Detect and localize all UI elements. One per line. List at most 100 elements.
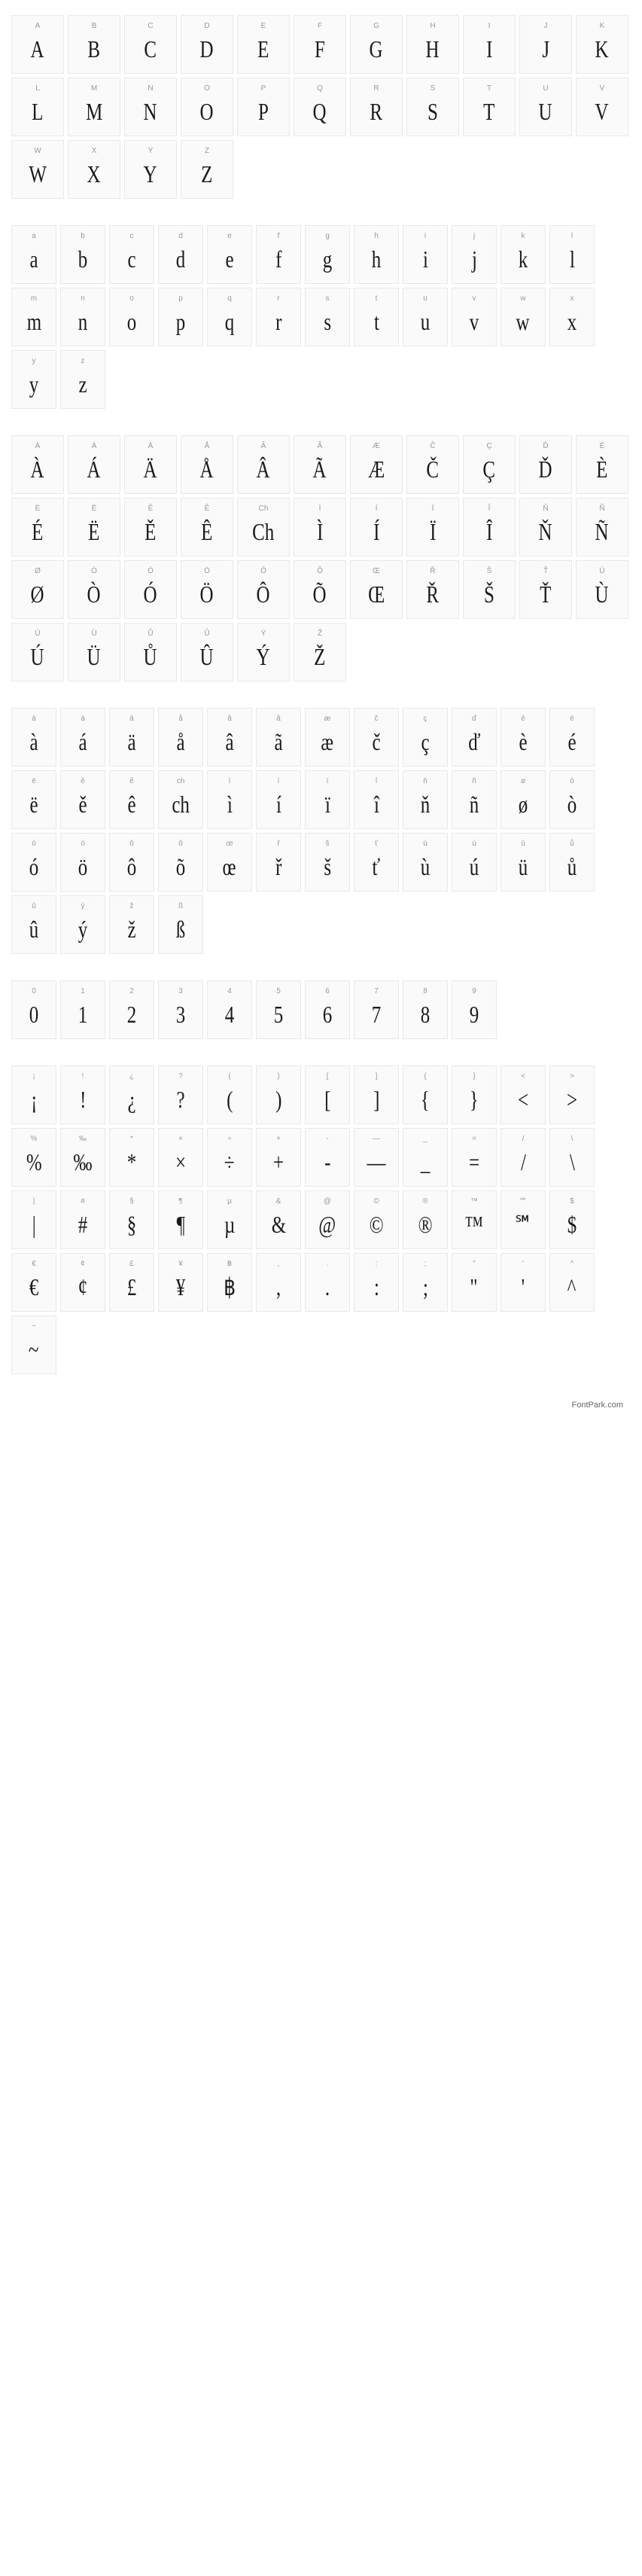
glyph-cell[interactable]: .. [305,1253,350,1312]
glyph-cell[interactable]: ™™ [452,1190,497,1249]
glyph-cell[interactable]: ss [305,288,350,346]
glyph-cell[interactable]: !! [60,1065,105,1124]
glyph-cell[interactable]: ßß [158,895,203,954]
glyph-cell[interactable]: ææ [305,708,350,767]
glyph-cell[interactable]: žž [109,895,154,954]
glyph-cell[interactable]: ýý [60,895,105,954]
glyph-cell[interactable]: 99 [452,980,497,1039]
glyph-cell[interactable]: ťť [354,833,399,892]
glyph-cell[interactable]: ãã [256,708,301,767]
glyph-cell[interactable]: ØØ [11,560,64,619]
glyph-cell[interactable]: ÉÉ [11,498,64,556]
glyph-cell[interactable]: íí [256,770,301,829]
glyph-cell[interactable]: __ [403,1128,448,1187]
glyph-cell[interactable]: nn [60,288,105,346]
glyph-cell[interactable]: ěě [60,770,105,829]
glyph-cell[interactable]: ‰‰ [60,1128,105,1187]
glyph-cell[interactable]: (( [207,1065,252,1124]
glyph-cell[interactable]: óó [11,833,56,892]
glyph-cell[interactable]: QQ [294,78,346,136]
glyph-cell[interactable]: ùù [403,833,448,892]
glyph-cell[interactable]: ĎĎ [519,435,572,494]
glyph-cell[interactable]: ÇÇ [463,435,516,494]
glyph-cell[interactable]: %% [11,1128,56,1187]
glyph-cell[interactable]: ëë [11,770,56,829]
glyph-cell[interactable]: CC [124,15,177,74]
glyph-cell[interactable]: cc [109,225,154,284]
glyph-cell[interactable]: JJ [519,15,572,74]
glyph-cell[interactable]: && [256,1190,301,1249]
glyph-cell[interactable]: ff [256,225,301,284]
glyph-cell[interactable]: ůů [549,833,595,892]
glyph-cell[interactable]: øø [501,770,546,829]
glyph-cell[interactable]: ÁÁ [68,435,120,494]
glyph-cell[interactable]: [[ [305,1065,350,1124]
glyph-cell[interactable]: 55 [256,980,301,1039]
glyph-cell[interactable]: zz [60,350,105,409]
glyph-cell[interactable]: :: [354,1253,399,1312]
glyph-cell[interactable]: ää [109,708,154,767]
glyph-cell[interactable]: ôô [109,833,154,892]
glyph-cell[interactable]: ŽŽ [294,623,346,681]
glyph-cell[interactable]: ÆÆ [350,435,403,494]
glyph-cell[interactable]: "" [452,1253,497,1312]
glyph-cell[interactable]: ÑÑ [576,498,628,556]
glyph-cell[interactable]: ¶¶ [158,1190,203,1249]
glyph-cell[interactable]: == [452,1128,497,1187]
glyph-cell[interactable]: éé [549,708,595,767]
glyph-cell[interactable]: bb [60,225,105,284]
glyph-cell[interactable]: mm [11,288,56,346]
glyph-cell[interactable]: MM [68,78,120,136]
glyph-cell[interactable]: $$ [549,1190,595,1249]
glyph-cell[interactable]: ÖÖ [181,560,233,619]
glyph-cell[interactable]: OO [181,78,233,136]
glyph-cell[interactable]: ŮŮ [124,623,177,681]
glyph-cell[interactable]: ~~ [11,1315,56,1374]
glyph-cell[interactable]: ^^ [549,1253,595,1312]
glyph-cell[interactable]: GG [350,15,403,74]
glyph-cell[interactable]: '' [501,1253,546,1312]
glyph-cell[interactable]: chch [158,770,203,829]
glyph-cell[interactable]: ÔÔ [237,560,290,619]
glyph-cell[interactable]: ÃÃ [294,435,346,494]
glyph-cell[interactable]: ÝÝ [237,623,290,681]
glyph-cell[interactable]: qq [207,288,252,346]
glyph-cell[interactable]: ÒÒ [68,560,120,619]
glyph-cell[interactable]: RR [350,78,403,136]
glyph-cell[interactable]: || [11,1190,56,1249]
glyph-cell[interactable]: šš [305,833,350,892]
glyph-cell[interactable]: ĚĚ [124,498,177,556]
glyph-cell[interactable]: uu [403,288,448,346]
glyph-cell[interactable]: jj [452,225,497,284]
glyph-cell[interactable]: kk [501,225,546,284]
glyph-cell[interactable]: œœ [207,833,252,892]
glyph-cell[interactable]: ÂÂ [237,435,290,494]
glyph-cell[interactable]: çç [403,708,448,767]
glyph-cell[interactable]: aa [11,225,56,284]
glyph-cell[interactable]: hh [354,225,399,284]
glyph-cell[interactable]: čč [354,708,399,767]
glyph-cell[interactable]: §§ [109,1190,154,1249]
glyph-cell[interactable]: 33 [158,980,203,1039]
glyph-cell[interactable]: ìì [207,770,252,829]
glyph-cell[interactable]: dd [158,225,203,284]
glyph-cell[interactable]: DD [181,15,233,74]
glyph-cell[interactable]: ÓÓ [124,560,177,619]
glyph-cell[interactable]: áá [60,708,105,767]
glyph-cell[interactable]: ÊÊ [181,498,233,556]
glyph-cell[interactable]: ââ [207,708,252,767]
glyph-cell[interactable]: oo [109,288,154,346]
glyph-cell[interactable]: << [501,1065,546,1124]
glyph-cell[interactable]: ++ [256,1128,301,1187]
glyph-cell[interactable]: )) [256,1065,301,1124]
glyph-cell[interactable]: ;; [403,1253,448,1312]
glyph-cell[interactable]: ¿¿ [109,1065,154,1124]
glyph-cell[interactable]: ?? [158,1065,203,1124]
glyph-cell[interactable]: }} [452,1065,497,1124]
glyph-cell[interactable]: ČČ [406,435,459,494]
glyph-cell[interactable]: řř [256,833,301,892]
glyph-cell[interactable]: gg [305,225,350,284]
glyph-cell[interactable]: ii [403,225,448,284]
glyph-cell[interactable]: ÈÈ [576,435,628,494]
glyph-cell[interactable]: -- [305,1128,350,1187]
